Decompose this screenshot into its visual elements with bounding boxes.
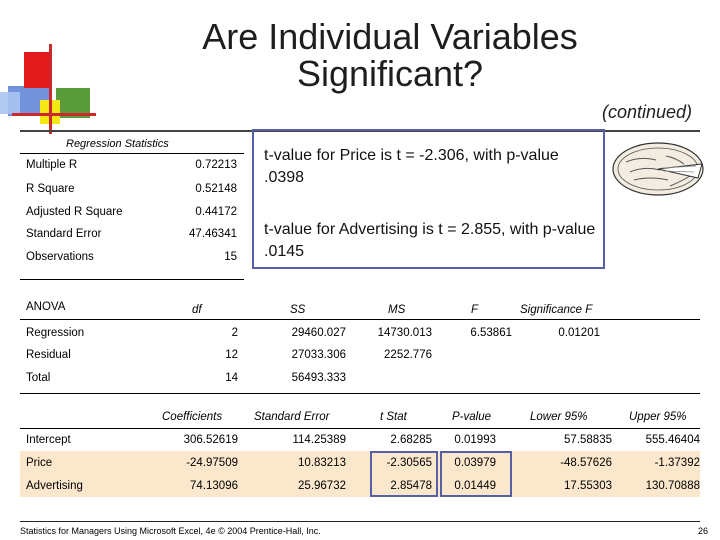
- regstat-value: 0.44172: [195, 206, 237, 218]
- callout-price-text: t-value for Price is t = -2.306, with p-…: [264, 147, 559, 186]
- deco-horizontal-line: [12, 113, 96, 116]
- coef-cell-p-value: 0.01993: [454, 434, 496, 446]
- page-number: 26: [697, 526, 708, 536]
- coef-row-name: Advertising: [26, 480, 83, 492]
- coef-row-name: Price: [26, 457, 53, 469]
- regstat-value: 0.72213: [195, 159, 237, 171]
- anova-cell-df: 12: [225, 349, 238, 361]
- anova-header-df: df: [192, 304, 202, 316]
- anova-cell-f: 6.53861: [470, 327, 512, 339]
- anova-cell-df: 14: [225, 372, 238, 384]
- regstat-row: Standard Error 47.46341: [26, 228, 241, 244]
- anova-cell-ms: 2252.776: [384, 349, 432, 361]
- coef-cell-p-value: 0.01449: [454, 480, 496, 492]
- coef-header-standard-error: Standard Error: [254, 411, 330, 423]
- regstat-value: 15: [224, 251, 237, 263]
- anova-header-f: F: [471, 304, 479, 316]
- coef-cell-coefficient: 306.52619: [183, 434, 238, 446]
- footer-rule: [20, 521, 700, 522]
- anova-row-name: Total: [26, 372, 51, 384]
- coef-header-lower-95: Lower 95%: [530, 411, 588, 423]
- t-stat-highlight-box: [370, 451, 438, 497]
- coef-cell-upper-95: -1.37392: [654, 457, 700, 469]
- coef-cell-upper-95: 130.70888: [645, 480, 700, 492]
- anova-cell-ss: 29460.027: [291, 327, 346, 339]
- regstat-label: Adjusted R Square: [26, 206, 123, 218]
- regstat-value: 0.52148: [195, 183, 237, 195]
- title-line-2: Significant?: [296, 53, 484, 94]
- pie-icon: [612, 142, 704, 196]
- deco-square-light-blue: [0, 92, 20, 114]
- coef-cell-lower-95: 57.58835: [564, 434, 612, 446]
- coef-header-t-stat: t Stat: [380, 411, 407, 423]
- anova-row-name: Regression: [26, 327, 85, 339]
- anova-row-name: Residual: [26, 349, 71, 361]
- anova-cell-df: 2: [231, 327, 238, 339]
- coef-cell-t-stat: -2.30565: [386, 457, 432, 469]
- anova-cell-ms: 14730.013: [377, 327, 432, 339]
- coef-header-rule: [20, 428, 700, 429]
- p-value-highlight-box: [440, 451, 512, 497]
- regstat-row: Observations 15: [26, 251, 241, 267]
- coef-cell-upper-95: 555.46404: [645, 434, 700, 446]
- coef-header-coefficients: Coefficients: [162, 411, 223, 423]
- regstat-row: Adjusted R Square 0.44172: [26, 206, 241, 222]
- coef-cell-lower-95: -48.57626: [560, 457, 612, 469]
- anova-header-sigf: Significance F: [520, 304, 593, 316]
- anova-cell-ss: 27033.306: [291, 349, 346, 361]
- coef-cell-coefficient: 74.13096: [190, 480, 238, 492]
- regstat-label: Multiple R: [26, 159, 78, 171]
- coef-row-name: Intercept: [26, 434, 71, 446]
- t-value-callout: t-value for Price is t = -2.306, with p-…: [252, 129, 605, 269]
- title-divider: [20, 130, 700, 132]
- coef-cell-standard-error: 25.96732: [298, 480, 346, 492]
- regression-statistics-header-rule: [20, 153, 244, 154]
- title-line-1: Are Individual Variables: [202, 16, 578, 57]
- callout-advertising-text: t-value for Advertising is t = 2.855, wi…: [264, 221, 596, 260]
- anova-header-ss: SS: [290, 304, 306, 316]
- anova-label: ANOVA: [26, 301, 66, 313]
- regression-statistics-header: Regression Statistics: [66, 138, 169, 150]
- anova-header-rule: [20, 319, 700, 320]
- regstat-label: Observations: [26, 251, 94, 263]
- coef-cell-t-stat: 2.68285: [390, 434, 432, 446]
- coef-cell-p-value: 0.03979: [454, 457, 496, 469]
- coef-cell-standard-error: 114.25389: [292, 434, 346, 446]
- anova-bottom-rule: [20, 393, 700, 394]
- continued-label: (continued): [602, 102, 693, 122]
- regstat-label: R Square: [26, 183, 75, 195]
- coef-cell-lower-95: 17.55303: [564, 480, 612, 492]
- coef-cell-t-stat: 2.85478: [390, 480, 432, 492]
- regstat-row: Multiple R 0.72213: [26, 159, 241, 175]
- footer-citation: Statistics for Managers Using Microsoft …: [20, 526, 321, 536]
- deco-square-red: [24, 52, 52, 88]
- regstat-label: Standard Error: [26, 228, 102, 240]
- regstat-row: R Square 0.52148: [26, 183, 241, 199]
- coef-cell-standard-error: 10.83213: [298, 457, 346, 469]
- deco-vertical-line: [49, 44, 52, 134]
- coef-header-p-value: P-value: [452, 411, 491, 423]
- regression-statistics-bottom-rule: [20, 279, 244, 280]
- slide-title: Are Individual Variables Significant?: [110, 18, 670, 92]
- coef-header-upper-95: Upper 95%: [629, 411, 687, 423]
- anova-cell-ss: 56493.333: [291, 372, 346, 384]
- anova-cell-sigf: 0.01201: [558, 327, 600, 339]
- coef-cell-coefficient: -24.97509: [186, 457, 238, 469]
- price-advertising-row-highlight: [20, 451, 700, 497]
- anova-header-ms: MS: [388, 304, 406, 316]
- regstat-value: 47.46341: [189, 228, 237, 240]
